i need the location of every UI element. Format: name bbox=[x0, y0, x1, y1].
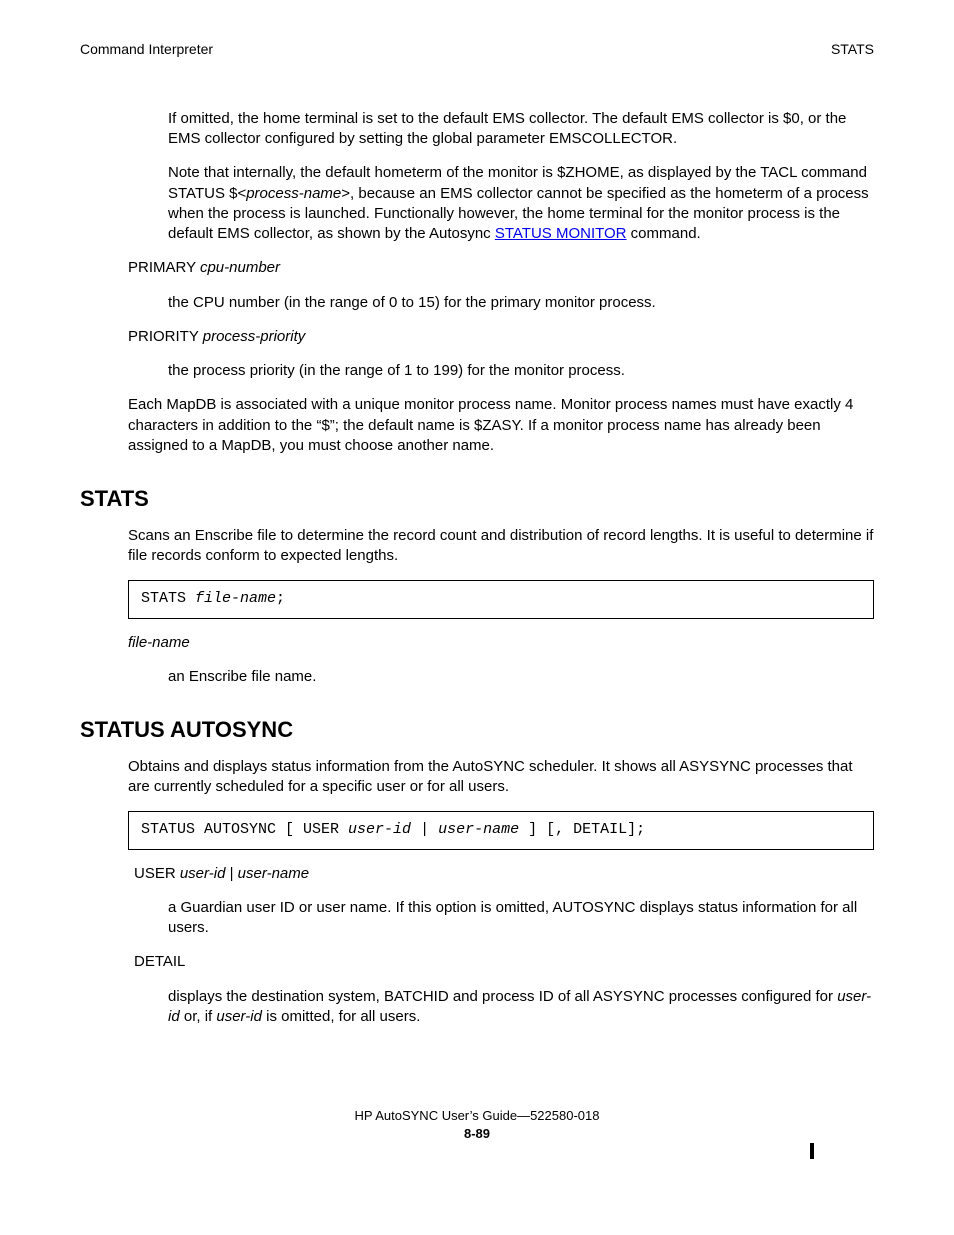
text: displays the destination system, BATCHID… bbox=[168, 988, 837, 1005]
paragraph: Each MapDB is associated with a unique m… bbox=[128, 395, 874, 456]
text: | bbox=[225, 865, 237, 882]
revision-bar-icon bbox=[810, 1143, 814, 1159]
param-name: process-priority bbox=[203, 328, 306, 345]
code-text: STATUS AUTOSYNC [ USER bbox=[141, 821, 348, 838]
param-name: cpu-number bbox=[200, 259, 280, 276]
param-description: a Guardian user ID or user name. If this… bbox=[168, 898, 874, 939]
param-heading: USER user-id | user-name bbox=[134, 864, 874, 884]
footer-page-number: 8-89 bbox=[80, 1125, 874, 1143]
param-heading: file-name bbox=[128, 633, 874, 653]
code-param: user-name bbox=[438, 821, 519, 838]
section-heading-status-autosync: STATUS AUTOSYNC bbox=[80, 715, 874, 745]
code-text: | bbox=[411, 821, 438, 838]
param-name: file-name bbox=[128, 634, 190, 651]
code-text: ; bbox=[276, 590, 285, 607]
footer-title: HP AutoSYNC User’s Guide—522580-018 bbox=[80, 1107, 874, 1125]
param-description: displays the destination system, BATCHID… bbox=[168, 987, 874, 1028]
param-heading: PRIMARY cpu-number bbox=[128, 258, 874, 278]
header-left: Command Interpreter bbox=[80, 40, 213, 59]
page-footer: HP AutoSYNC User’s Guide—522580-018 8-89 bbox=[80, 1107, 874, 1142]
header-right: STATS bbox=[831, 40, 874, 59]
param-keyword: PRIORITY bbox=[128, 328, 203, 345]
param-name: user-id bbox=[180, 865, 226, 882]
text: or, if bbox=[180, 1008, 217, 1025]
param-keyword: USER bbox=[134, 865, 180, 882]
code-block: STATUS AUTOSYNC [ USER user-id | user-na… bbox=[128, 811, 874, 849]
paragraph: Scans an Enscribe file to determine the … bbox=[128, 526, 874, 567]
code-text: STATS bbox=[141, 590, 195, 607]
paragraph: If omitted, the home terminal is set to … bbox=[168, 109, 874, 150]
param-description: the CPU number (in the range of 0 to 15)… bbox=[168, 293, 874, 313]
param-name: user-name bbox=[238, 865, 309, 882]
page-content: If omitted, the home terminal is set to … bbox=[128, 109, 874, 1027]
param-heading: DETAIL bbox=[134, 952, 874, 972]
code-param: user-id bbox=[348, 821, 411, 838]
param-description: the process priority (in the range of 1 … bbox=[168, 361, 874, 381]
param-name: user-id bbox=[216, 1008, 262, 1025]
page: Command Interpreter STATS If omitted, th… bbox=[80, 40, 874, 1185]
code-text: ] [, DETAIL]; bbox=[519, 821, 645, 838]
code-block: STATS file-name; bbox=[128, 580, 874, 618]
text: command. bbox=[627, 225, 701, 242]
text: is omitted, for all users. bbox=[262, 1008, 420, 1025]
param-name: process-name bbox=[246, 185, 341, 202]
paragraph: Obtains and displays status information … bbox=[128, 757, 874, 798]
status-monitor-link[interactable]: STATUS MONITOR bbox=[495, 225, 627, 242]
page-header: Command Interpreter STATS bbox=[80, 40, 874, 59]
code-param: file-name bbox=[195, 590, 276, 607]
paragraph: Note that internally, the default homete… bbox=[168, 163, 874, 244]
param-keyword: PRIMARY bbox=[128, 259, 200, 276]
section-heading-stats: STATS bbox=[80, 484, 874, 514]
param-description: an Enscribe file name. bbox=[168, 667, 874, 687]
param-heading: PRIORITY process-priority bbox=[128, 327, 874, 347]
